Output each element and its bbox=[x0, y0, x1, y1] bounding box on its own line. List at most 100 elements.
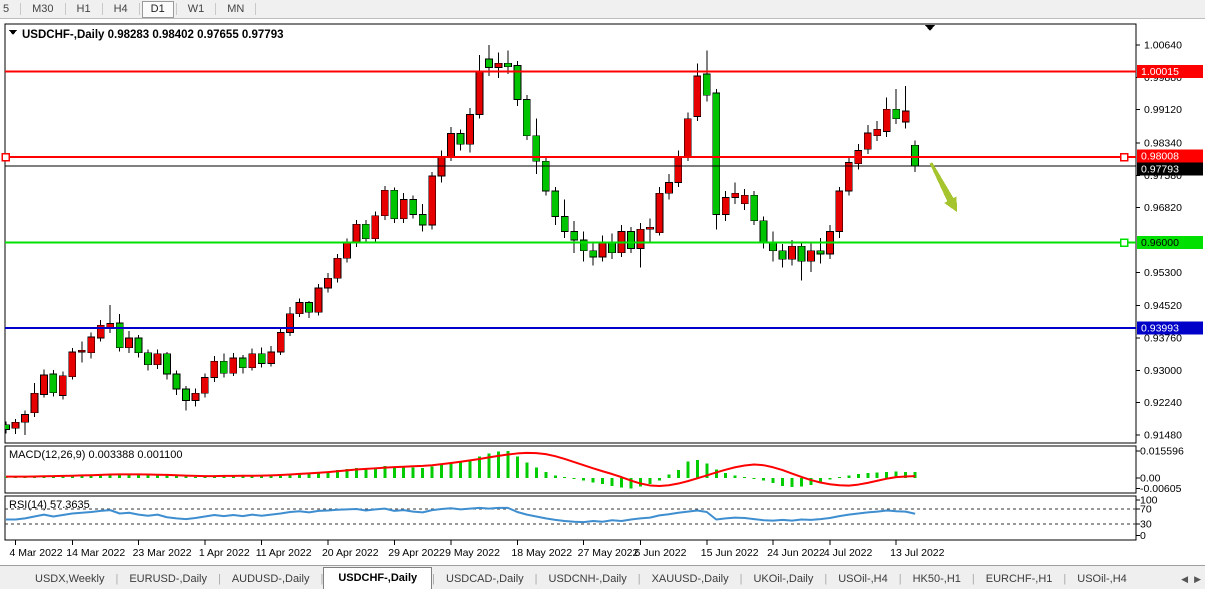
symbol-tab-hk50[interactable]: HK50-,H1 bbox=[912, 573, 961, 585]
resistance-line-lower-handle[interactable] bbox=[1119, 152, 1129, 162]
price-axis-label: 0.95300 bbox=[1144, 267, 1182, 279]
tabs-scroll-left-icon[interactable]: ◀ bbox=[1181, 574, 1189, 584]
symbol-tab-usdx[interactable]: USDX,Weekly bbox=[35, 573, 105, 585]
candle bbox=[797, 245, 806, 262]
macd-histogram-bar bbox=[212, 476, 216, 478]
macd-histogram-bar bbox=[89, 474, 93, 478]
macd-histogram-bar bbox=[108, 474, 112, 478]
candle bbox=[674, 156, 683, 183]
candle bbox=[428, 175, 437, 226]
macd-histogram-bar bbox=[496, 451, 500, 478]
scroll-position-marker-icon[interactable] bbox=[925, 25, 935, 31]
timeframe-button-mn[interactable]: MN bbox=[227, 2, 245, 15]
macd-panel bbox=[4, 445, 1137, 494]
price-tag bbox=[1137, 65, 1203, 79]
macd-histogram-bar bbox=[572, 478, 576, 479]
timeframe-button-h4[interactable]: H4 bbox=[113, 2, 128, 15]
candle bbox=[134, 337, 143, 354]
candle bbox=[40, 374, 48, 395]
macd-histogram-bar bbox=[525, 462, 529, 478]
tab-separator: | bbox=[824, 573, 828, 585]
macd-histogram-bar bbox=[449, 463, 453, 478]
timeframe-button-m30[interactable]: M30 bbox=[32, 2, 54, 15]
macd-histogram-bar bbox=[828, 478, 832, 480]
tab-separator: | bbox=[739, 573, 743, 585]
candle bbox=[873, 128, 882, 137]
timeframe-button-5[interactable]: 5 bbox=[3, 2, 10, 15]
chart-menu-triangle-icon[interactable] bbox=[9, 30, 17, 35]
timeframe-button-h1[interactable]: H1 bbox=[76, 2, 91, 15]
candle bbox=[627, 231, 635, 249]
macd-axis-label: -0.00605 bbox=[1140, 483, 1182, 495]
macd-layer bbox=[5, 451, 917, 489]
symbol-tab-ukoil[interactable]: UKOil-,Daily bbox=[753, 573, 814, 585]
macd-histogram-bar bbox=[345, 469, 349, 478]
macd-indicator-label: MACD(12,26,9) 0.003388 0.001100 bbox=[9, 449, 182, 461]
price-tag-label: 1.00015 bbox=[1141, 66, 1179, 78]
candle bbox=[58, 375, 67, 396]
candle bbox=[21, 414, 29, 423]
macd-histogram-bar bbox=[733, 475, 737, 478]
macd-histogram-bar bbox=[534, 467, 538, 478]
macd-axis-label: 0.015596 bbox=[1140, 446, 1184, 458]
macd-histogram-bar bbox=[686, 461, 690, 478]
symbol-tab-usdcad[interactable]: USDCAD-,Daily bbox=[446, 573, 524, 585]
candle bbox=[77, 349, 86, 353]
toolbar-separator bbox=[64, 3, 66, 15]
macd-histogram-bar bbox=[231, 475, 235, 478]
toolbar-separator bbox=[215, 3, 217, 15]
macd-axis-label: 0.00 bbox=[1140, 473, 1161, 485]
candle bbox=[750, 194, 759, 222]
macd-histogram-bar bbox=[222, 476, 226, 478]
candle bbox=[816, 250, 825, 255]
date-label: 1 Apr 2022 bbox=[199, 547, 250, 559]
candle bbox=[409, 199, 418, 215]
price-tag-label: 0.98008 bbox=[1141, 151, 1179, 163]
macd-histogram-bar bbox=[118, 474, 122, 478]
price-tag-label: 0.93993 bbox=[1141, 322, 1179, 334]
symbol-tab-usdcnh[interactable]: USDCNH-,Daily bbox=[548, 573, 627, 585]
macd-histogram-bar bbox=[705, 463, 709, 478]
price-axis-label: 0.93000 bbox=[1144, 365, 1182, 377]
candle bbox=[683, 118, 692, 158]
candle bbox=[191, 392, 200, 401]
timeframe-button-d1[interactable]: D1 bbox=[141, 0, 174, 18]
symbol-tab-audusd[interactable]: AUDUSD-,Daily bbox=[231, 573, 310, 585]
candle bbox=[655, 192, 664, 234]
macd-histogram-bar bbox=[818, 478, 822, 483]
symbol-tab-usoil[interactable]: USOil-,H4 bbox=[1077, 573, 1127, 585]
chart-canvas[interactable]: 1.006400.998800.991200.983400.975800.968… bbox=[0, 22, 1205, 565]
price-tag bbox=[1137, 162, 1203, 176]
candle bbox=[911, 144, 919, 167]
macd-histogram-bar bbox=[695, 460, 699, 478]
tabs-scroll-right-icon[interactable]: ▶ bbox=[1194, 574, 1201, 584]
candle bbox=[11, 421, 20, 429]
support-line-green-handle[interactable] bbox=[1119, 238, 1129, 247]
macd-histogram-bar bbox=[269, 475, 273, 478]
symbol-tab-usoil[interactable]: USOil-,H4 bbox=[838, 573, 888, 585]
macd-histogram-bar bbox=[250, 475, 254, 478]
symbol-tab-usdchf[interactable]: USDCHF-,Daily bbox=[323, 567, 433, 589]
resistance-line-lower-handle-left[interactable] bbox=[1, 152, 10, 162]
symbol-tab-eurusd[interactable]: EURUSD-,Daily bbox=[129, 573, 207, 585]
timeframe-button-w1[interactable]: W1 bbox=[187, 2, 205, 15]
candle bbox=[456, 133, 465, 145]
trend-arrow-annotation[interactable] bbox=[929, 162, 957, 212]
macd-histogram-bar bbox=[137, 474, 141, 478]
macd-histogram-bar bbox=[601, 478, 605, 485]
macd-histogram-bar bbox=[866, 473, 870, 478]
macd-histogram-bar bbox=[279, 475, 283, 478]
tab-separator: | bbox=[115, 573, 119, 585]
candle bbox=[30, 392, 39, 414]
candle bbox=[570, 231, 579, 241]
candle bbox=[305, 302, 313, 313]
macd-histogram-bar bbox=[638, 478, 642, 487]
candle bbox=[5, 424, 10, 430]
macd-histogram-bar bbox=[307, 472, 311, 478]
macd-histogram-bar bbox=[582, 478, 586, 481]
candle bbox=[210, 360, 219, 378]
symbol-tab-xauusd[interactable]: XAUUSD-,Daily bbox=[651, 573, 729, 585]
symbol-tab-eurchf[interactable]: EURCHF-,H1 bbox=[985, 573, 1053, 585]
macd-histogram-bar bbox=[260, 475, 264, 478]
macd-signal-line bbox=[6, 451, 916, 487]
